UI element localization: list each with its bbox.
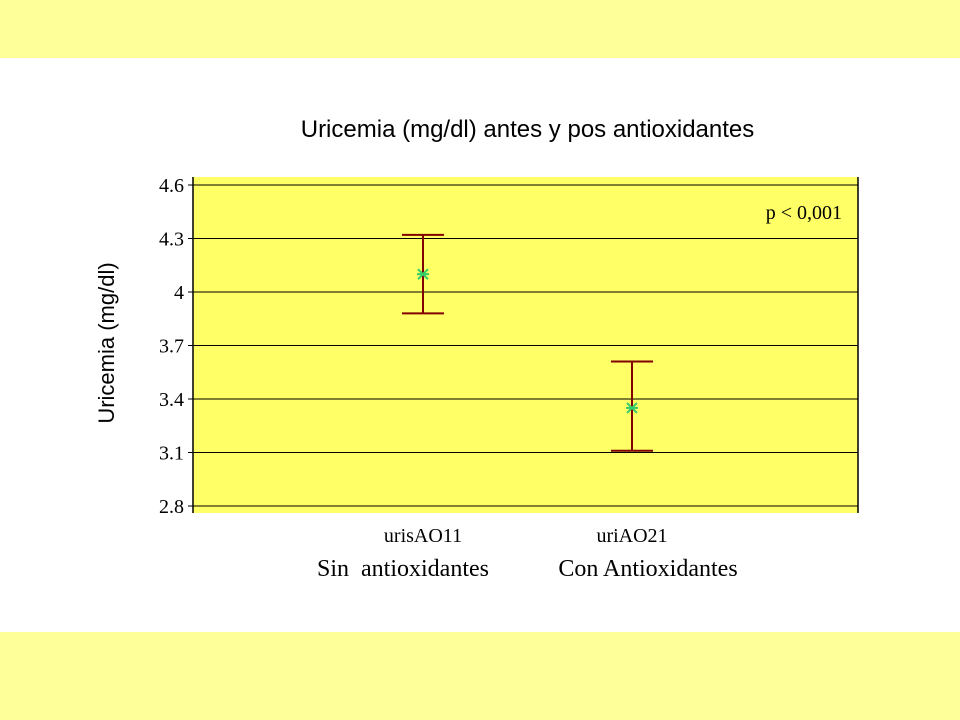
top-band: [0, 0, 960, 58]
error-bars: [402, 233, 653, 452]
x-group-label: Con Antioxidantes: [558, 556, 737, 582]
chart-title: Uricemia (mg/dl) antes y pos antioxidant…: [300, 116, 755, 143]
category-labels: urisAO11 uriAO21 Sin antioxidantes Con Anti…: [317, 525, 738, 582]
y-tick-label: 4.3: [159, 229, 184, 251]
x-category-label: urisAO11: [384, 525, 462, 547]
grid-lines: [193, 184, 858, 507]
y-tick-label: 2.8: [159, 496, 184, 518]
bottom-band: [0, 632, 960, 720]
y-tick-label: 4: [174, 282, 184, 304]
mean-marker: [626, 402, 638, 414]
y-tick-label: 4.6: [159, 175, 184, 197]
x-group-label: Sin antioxidantes: [317, 556, 489, 582]
y-tick-labels: 4.6 4.3 4 3.7 3.4 3.1 2.8: [159, 175, 193, 518]
y-tick-label: 3.1: [159, 443, 184, 465]
p-value-annotation: p < 0,001: [766, 202, 842, 224]
y-tick-label: 3.4: [159, 389, 184, 411]
mean-marker: [417, 268, 429, 280]
x-category-label: uriAO21: [596, 525, 667, 547]
y-tick-label: 3.7: [159, 336, 184, 358]
